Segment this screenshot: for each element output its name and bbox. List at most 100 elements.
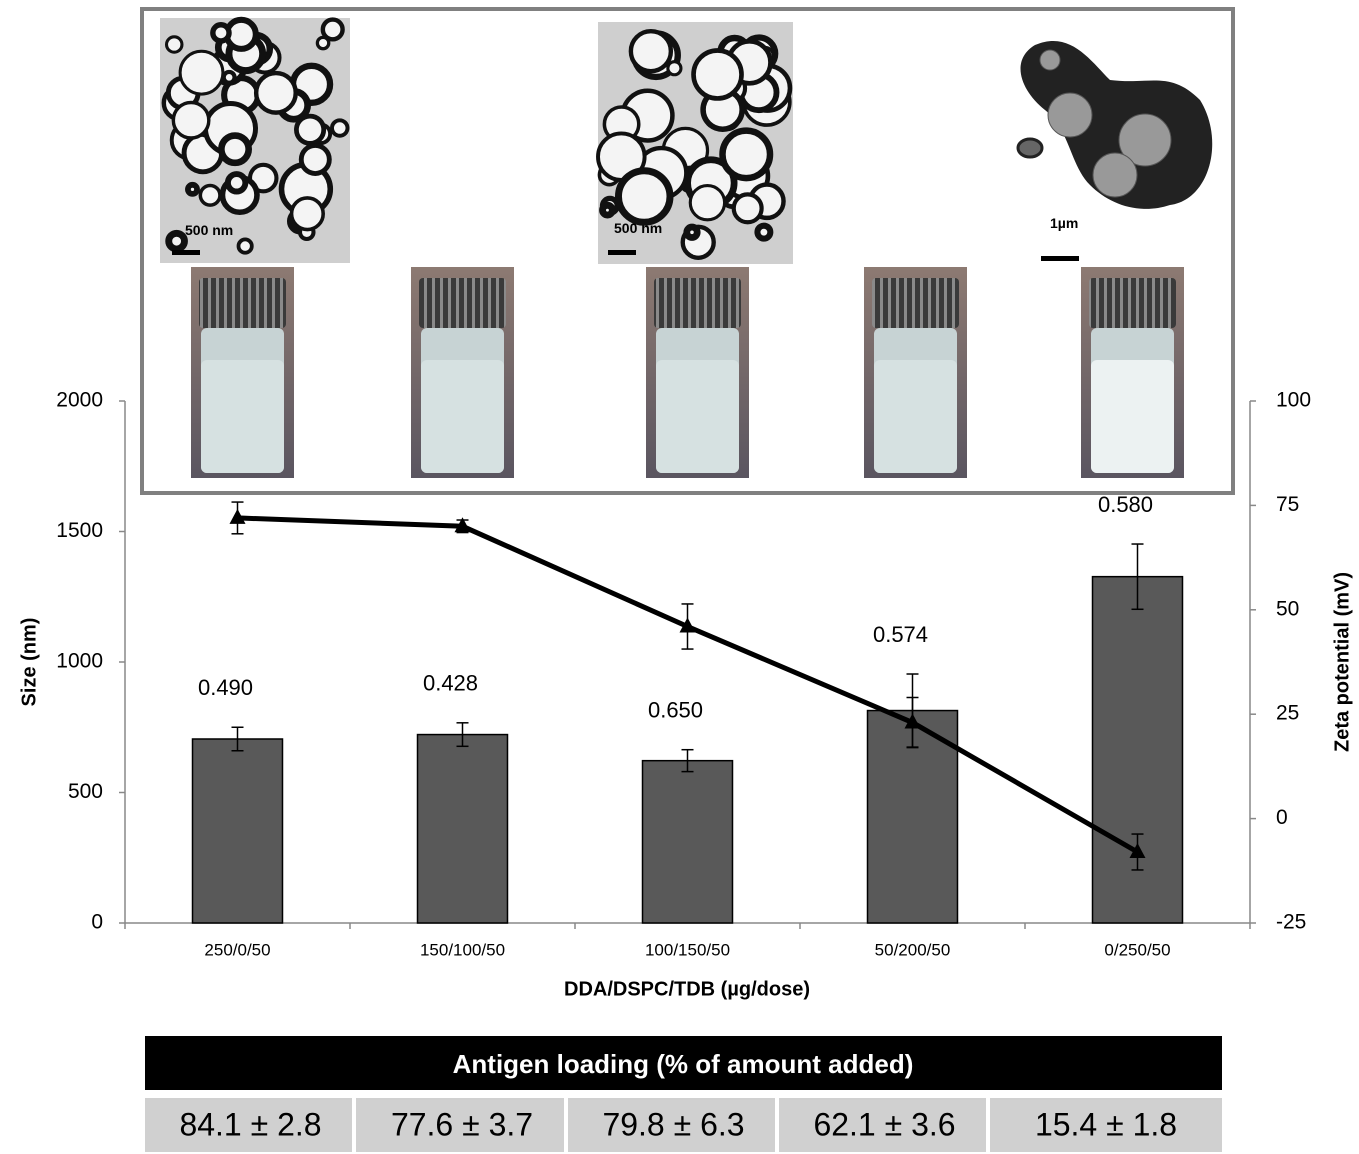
vesicle [614,167,674,226]
vesicle [164,35,184,54]
scale-label: 1µm [1050,215,1078,231]
vial-liquid [656,360,739,473]
table-cell: 62.1 ± 3.6 [813,1106,955,1142]
vial-liquid [874,360,957,473]
bar-annotation: 0.428 [423,671,478,696]
vesicle [185,181,200,197]
y2-tick-label: 75 [1276,493,1299,516]
vial-cap [872,278,959,328]
table-cell: 79.8 ± 6.3 [602,1106,744,1142]
x-axis-title: DDA/DSPC/TDB (µg/dose) [564,978,810,1000]
table-cell: 84.1 ± 2.8 [179,1106,321,1142]
vesicle [754,222,774,242]
y2-tick-label: 25 [1276,702,1299,725]
vial-liquid [1091,360,1174,473]
vesicle [628,29,674,74]
vesicle [224,171,249,195]
vesicle [731,192,764,225]
scale-bar [172,250,200,255]
y2-tick-label: 50 [1276,597,1299,620]
vesicle [599,201,616,219]
vial-liquid [421,360,504,473]
table-cell-bg [990,1098,1222,1152]
table-cell-bg [779,1098,986,1152]
marker [454,517,471,533]
micrograph [1020,40,1213,209]
marker [679,617,696,633]
vesicle [683,223,701,241]
vesicle [1118,113,1172,167]
y-tick-label: 1000 [56,650,103,673]
vesicle [218,132,253,167]
inset-panel: 500 nm 500 nm 1µm [140,7,1235,495]
vesicle [666,60,683,77]
table-header: Antigen loading (% of amount added) [453,1049,914,1079]
vesicle [1039,49,1061,71]
table-cell: 77.6 ± 3.7 [391,1106,533,1142]
error-bar [681,748,694,773]
vesicle [688,183,727,222]
vesicle [253,70,298,115]
vesicle [1047,92,1093,138]
error-bar [456,722,469,748]
vesicle [289,196,325,232]
vesicle [330,118,350,138]
vial-cap [654,278,741,328]
vial-liquid [201,360,284,473]
vesicle [210,22,232,44]
vial-cap [199,278,286,328]
vial-cap [419,278,506,328]
vesicle [198,183,222,207]
vesicle [165,229,188,253]
bar [191,738,284,924]
vesicle [171,100,211,140]
vial-cap [1089,278,1176,328]
vesicle [236,237,254,255]
bar [1091,575,1184,924]
error-bar [231,726,244,752]
vesicle [320,17,345,42]
marker [229,508,246,524]
y2-axis-title: Zeta potential (mV) [1331,572,1353,752]
y2-tick-label: 100 [1276,389,1311,412]
vesicle [294,113,327,146]
vesicle [1092,152,1138,198]
vesicle [221,69,237,85]
x-tick-label: 250/0/50 [204,940,270,959]
micrograph [1016,137,1044,159]
table-cell-bg [356,1098,564,1152]
table-cell-bg [145,1098,352,1152]
bar-annotation: 0.650 [648,698,703,723]
y-tick-label: 0 [91,911,103,934]
y2-tick-label: -25 [1276,911,1306,934]
table-cell: 15.4 ± 1.8 [1035,1106,1177,1142]
x-tick-label: 0/250/50 [1104,940,1170,959]
vesicle [691,48,744,101]
bar-annotation: 0.580 [1098,492,1153,517]
scale-label: 500 nm [614,220,662,236]
vesicle [315,35,331,51]
scale-bar [608,250,636,255]
x-tick-label: 100/150/50 [645,940,730,959]
x-tick-label: 150/100/50 [420,940,505,959]
marker [1129,843,1146,859]
vesicle [298,143,332,176]
y-tick-label: 1500 [56,519,103,542]
x-tick-label: 50/200/50 [875,940,951,959]
y-tick-label: 2000 [56,389,103,412]
y2-tick-label: 0 [1276,806,1288,829]
marker [904,713,921,729]
vesicle [719,127,774,182]
table-header-bg [145,1036,1222,1090]
y-axis-title: Size (nm) [18,618,40,707]
vesicle [178,49,225,96]
y-tick-label: 500 [68,780,103,803]
table-cell-bg [568,1098,775,1152]
scale-bar [1041,256,1079,261]
bar-annotation: 0.574 [873,622,928,647]
scale-label: 500 nm [185,222,233,238]
bar [416,733,509,924]
bar [641,759,734,924]
